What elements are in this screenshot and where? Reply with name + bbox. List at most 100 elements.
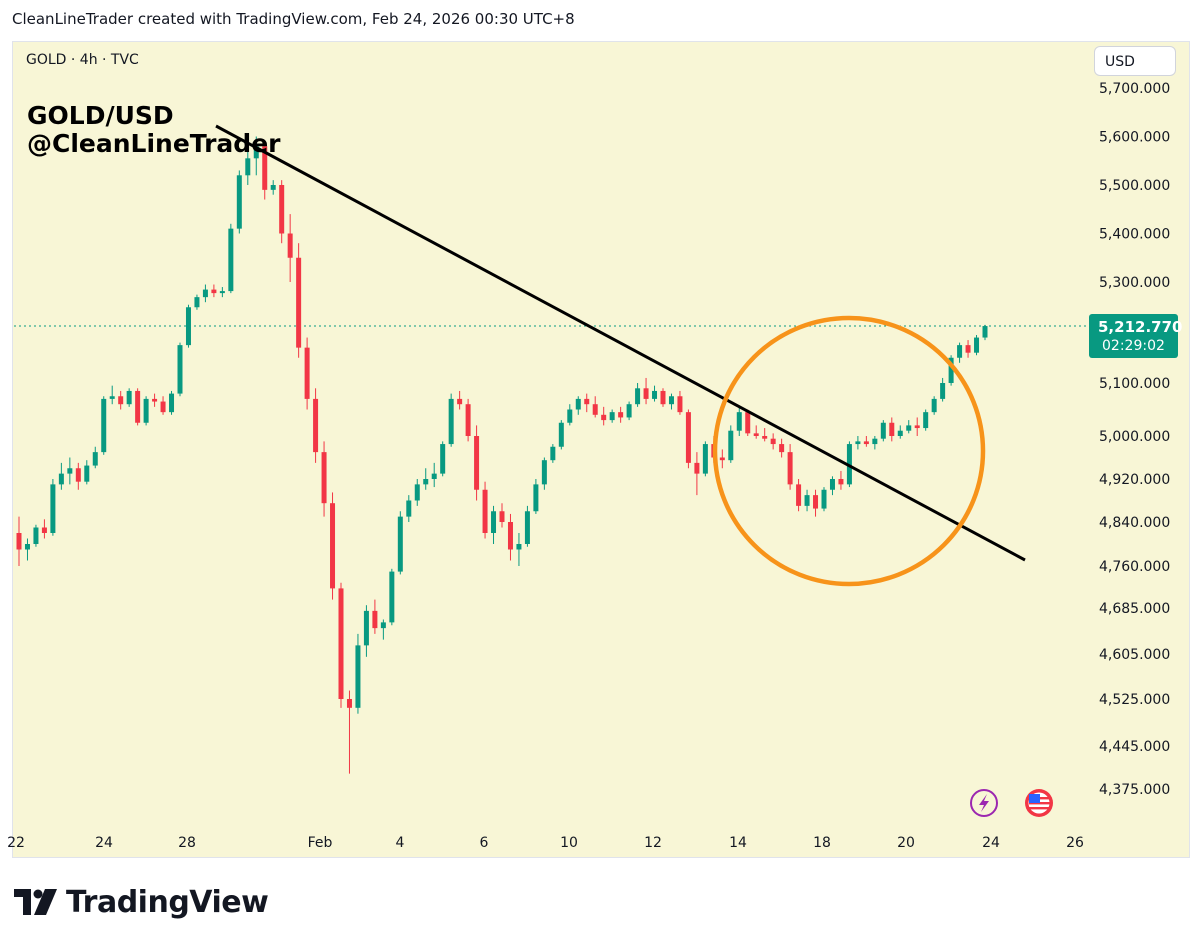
candle-body: [745, 412, 751, 434]
candle-body: [863, 441, 869, 445]
candle-body: [372, 610, 378, 629]
candle-body: [796, 484, 802, 506]
candle-body: [389, 571, 395, 623]
candle-body: [414, 484, 420, 501]
candle-body: [940, 383, 946, 399]
lightning-icon[interactable]: [970, 789, 998, 817]
candle-body: [236, 175, 242, 229]
bar-countdown: 02:29:02: [1102, 338, 1165, 354]
x-tick-label: 26: [1066, 835, 1084, 851]
candle-body: [135, 390, 141, 423]
last-price-value: 5,212.770: [1098, 318, 1183, 336]
us-flag-icon[interactable]: [1025, 789, 1053, 817]
candle-body: [92, 452, 98, 466]
candle-body: [41, 527, 47, 533]
x-tick-label: 12: [644, 835, 662, 851]
candle-body: [652, 390, 658, 399]
candle-body: [660, 390, 666, 405]
price-axis[interactable]: 5,700.000 5,600.000 5,500.000 5,400.000 5,30…: [1099, 81, 1170, 798]
x-tick-label: 6: [480, 835, 489, 851]
candle-body: [169, 393, 175, 413]
candle-body: [330, 503, 336, 589]
y-tick-label: 4,840.000: [1099, 515, 1170, 531]
candle-body: [50, 484, 56, 533]
candle-body: [245, 158, 251, 176]
candle-body: [287, 233, 293, 258]
candle-body: [380, 622, 386, 629]
candle-body: [880, 422, 886, 439]
candle-body: [872, 438, 878, 445]
candle-body: [618, 412, 624, 418]
candle-body: [33, 527, 39, 544]
x-tick-label: 24: [95, 835, 113, 851]
downtrend-line[interactable]: [215, 124, 1026, 562]
candle-body: [16, 533, 22, 550]
candle-body: [152, 398, 158, 402]
x-tick-label: 4: [396, 835, 405, 851]
symbol-info[interactable]: GOLD · 4h · TVC: [26, 52, 139, 68]
x-tick-label: 28: [178, 835, 196, 851]
chart-watermark: GOLD/USD @CleanLineTrader: [27, 102, 280, 158]
candle-body: [643, 388, 649, 399]
candle-body: [177, 345, 183, 394]
breakout-circle[interactable]: [712, 315, 986, 587]
candle-body: [914, 425, 920, 429]
candle-body: [787, 452, 793, 485]
candle-body: [431, 473, 437, 479]
y-tick-label: 5,300.000: [1099, 275, 1170, 291]
candle-body: [507, 522, 513, 550]
y-tick-label: 4,375.000: [1099, 782, 1170, 798]
y-tick-label: 5,400.000: [1099, 227, 1170, 243]
y-tick-label: 5,600.000: [1099, 130, 1170, 146]
candle-body: [558, 422, 564, 447]
chart-panel[interactable]: [12, 41, 1190, 858]
candle-body: [813, 495, 819, 509]
time-axis[interactable]: 22 24 28 Feb 4 6 10 12 14 18 20 24 26: [7, 835, 1084, 851]
tradingview-logo-icon: [14, 889, 57, 915]
candle-body: [321, 452, 327, 504]
candle-body: [499, 511, 505, 522]
candle-body: [84, 465, 90, 482]
candle-body: [67, 468, 73, 474]
candle-body: [668, 396, 674, 405]
candle-body: [550, 446, 556, 461]
candle-body: [567, 409, 573, 423]
candle-body: [889, 422, 895, 436]
candle-body: [160, 401, 166, 413]
candle-body: [719, 457, 725, 461]
currency-button[interactable]: USD: [1094, 46, 1176, 76]
y-tick-label: 4,445.000: [1099, 739, 1170, 755]
candle-body: [821, 489, 827, 509]
candle-body: [118, 396, 124, 405]
candle-body: [482, 489, 488, 533]
candle-body: [474, 436, 480, 490]
candle-body: [355, 645, 361, 708]
candle-body: [694, 462, 700, 474]
candle-body: [126, 390, 132, 405]
candle-body: [635, 388, 641, 405]
chart-attribution: CleanLineTrader created with TradingView…: [12, 10, 575, 28]
tradingview-logo[interactable]: TradingView: [14, 884, 269, 920]
candles-group: [16, 136, 988, 774]
y-tick-label: 5,700.000: [1099, 81, 1170, 97]
candle-body: [346, 699, 352, 708]
candle-body: [592, 404, 598, 415]
candle-body: [829, 479, 835, 490]
candle-body: [974, 337, 980, 353]
last-price-label: 5,212.770 02:29:02: [1089, 314, 1182, 358]
candle-body: [101, 398, 107, 453]
y-tick-label: 4,605.000: [1099, 647, 1170, 663]
candle-body: [363, 610, 369, 646]
y-tick-label: 5,100.000: [1099, 376, 1170, 392]
watermark-author: @CleanLineTrader: [27, 129, 281, 158]
x-tick-label: 22: [7, 835, 25, 851]
candle-body: [584, 398, 590, 405]
candle-body: [440, 444, 446, 474]
candle-body: [957, 345, 963, 358]
candle-body: [685, 412, 691, 463]
candle-body: [931, 398, 937, 413]
candle-body: [262, 146, 268, 190]
candle-body: [304, 347, 310, 399]
candle-body: [906, 425, 912, 431]
